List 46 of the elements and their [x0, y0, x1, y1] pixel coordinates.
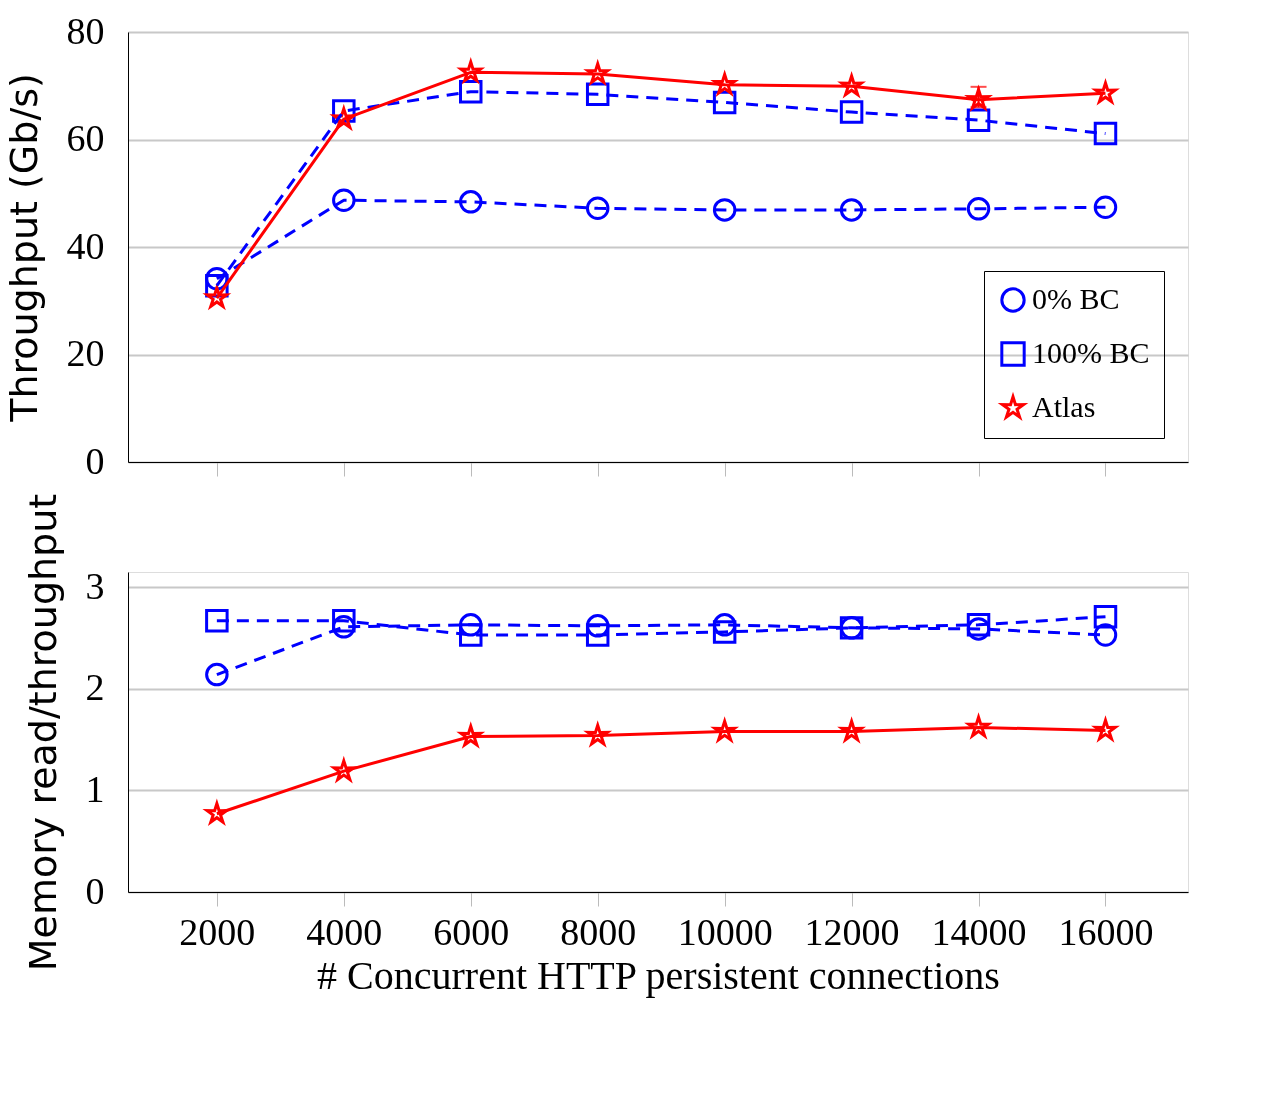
y-axis-title: Memory read/throughput: [20, 493, 65, 972]
point: [459, 190, 483, 214]
point: [712, 620, 737, 644]
point: [205, 662, 229, 687]
point: [585, 623, 610, 647]
x-tick-label: 12000: [804, 910, 900, 953]
x-tick-label: 6000: [433, 910, 510, 953]
point: [712, 613, 737, 637]
point: [966, 197, 991, 221]
point: [459, 623, 483, 647]
point: [332, 188, 356, 212]
x-tick-label: 8000: [560, 910, 637, 953]
point: [332, 615, 356, 639]
y-tick-label: 80: [66, 9, 105, 52]
legend-label: 100% BC: [1032, 336, 1150, 369]
x-tick-label: 10000: [677, 910, 773, 953]
y-tick-label: 1: [85, 767, 105, 810]
y-axis-title: Throughput (Gb/s): [1, 73, 46, 423]
legend-label: Atlas: [1032, 390, 1096, 423]
y-tick-label: 20: [66, 332, 105, 374]
point: [1093, 623, 1118, 647]
y-tick-label: 3: [85, 564, 105, 607]
point: [839, 198, 864, 222]
y-tick-label: 0: [85, 869, 105, 912]
point: [585, 82, 610, 107]
y-tick-label: 2: [85, 666, 105, 709]
x-tick-label: 4000: [306, 910, 383, 953]
point: [332, 609, 356, 633]
y-tick-label: 40: [66, 224, 105, 267]
point: [712, 198, 737, 222]
point: [1093, 195, 1118, 219]
x-tick-label: 2000: [179, 910, 256, 953]
point: [966, 108, 991, 132]
point: [1093, 121, 1118, 146]
y-tick-label: 60: [66, 117, 105, 159]
point: [1093, 604, 1118, 629]
point: [585, 196, 610, 221]
point: [585, 614, 610, 638]
x-axis-title: # Concurrent HTTP persistent connections: [317, 952, 1000, 998]
y-tick-label: 0: [85, 439, 105, 482]
x-tick-label: 16000: [1058, 910, 1154, 953]
point: [839, 100, 864, 124]
x-tick-label: 14000: [931, 910, 1027, 953]
point: [205, 609, 229, 633]
point: [459, 613, 483, 637]
legend-label: 0% BC: [1032, 282, 1120, 315]
